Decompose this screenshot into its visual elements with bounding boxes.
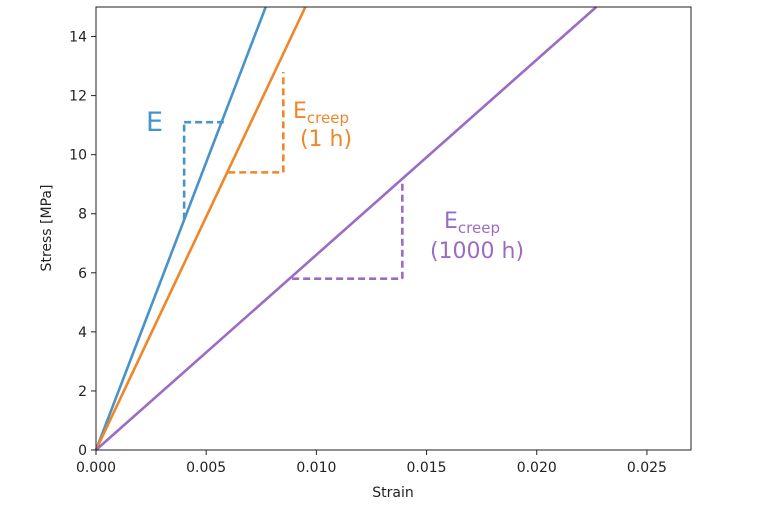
annotation-ecreep-1h-main: E (293, 99, 307, 124)
y-tick-label: 14 (69, 30, 87, 46)
x-axis-label: Strain (372, 485, 413, 501)
annotation-ecreep-1000h: Ecreep (444, 209, 500, 237)
annotation-ecreep-1h: Ecreep (293, 99, 349, 127)
annotation-ecreep-1h-sub: creep (307, 109, 349, 127)
annotation-ecreep-1h-line2: (1 h) (300, 127, 352, 152)
x-tick-label: 0.015 (407, 460, 447, 476)
x-tick-label: 0.020 (517, 460, 557, 476)
y-axis-label: Stress [MPa] (39, 185, 55, 272)
y-tick-label: 8 (78, 207, 87, 223)
annotation-ecreep-1000h-sub: creep (458, 219, 500, 237)
annotation-e: E (146, 107, 163, 138)
y-tick-label: 12 (69, 89, 87, 105)
annotation-ecreep-1000h-line2: (1000 h) (430, 239, 524, 264)
y-tick-label: 0 (78, 443, 87, 459)
annotation-ecreep-1000h-main: E (444, 209, 458, 234)
series-line-2 (95, 6, 598, 451)
x-axis-ticks: 0.000 0.005 0.010 0.015 0.020 0.025 (76, 450, 667, 476)
y-tick-label: 2 (78, 384, 87, 400)
x-tick-label: 0.025 (627, 460, 667, 476)
y-tick-label: 4 (78, 325, 87, 341)
series-line-0 (94, 6, 267, 451)
y-axis-ticks: 0 2 4 6 8 10 12 14 (69, 30, 96, 459)
series-line-1 (94, 6, 307, 451)
slope-triangle-layer (182, 71, 404, 281)
y-tick-label: 6 (78, 266, 87, 282)
x-tick-label: 0.010 (296, 460, 336, 476)
plot-area (96, 7, 691, 450)
y-tick-label: 10 (69, 148, 87, 164)
x-tick-label: 0.000 (76, 460, 116, 476)
plot-frame (95, 6, 692, 451)
series-layer (94, 6, 598, 451)
x-tick-label: 0.005 (186, 460, 226, 476)
